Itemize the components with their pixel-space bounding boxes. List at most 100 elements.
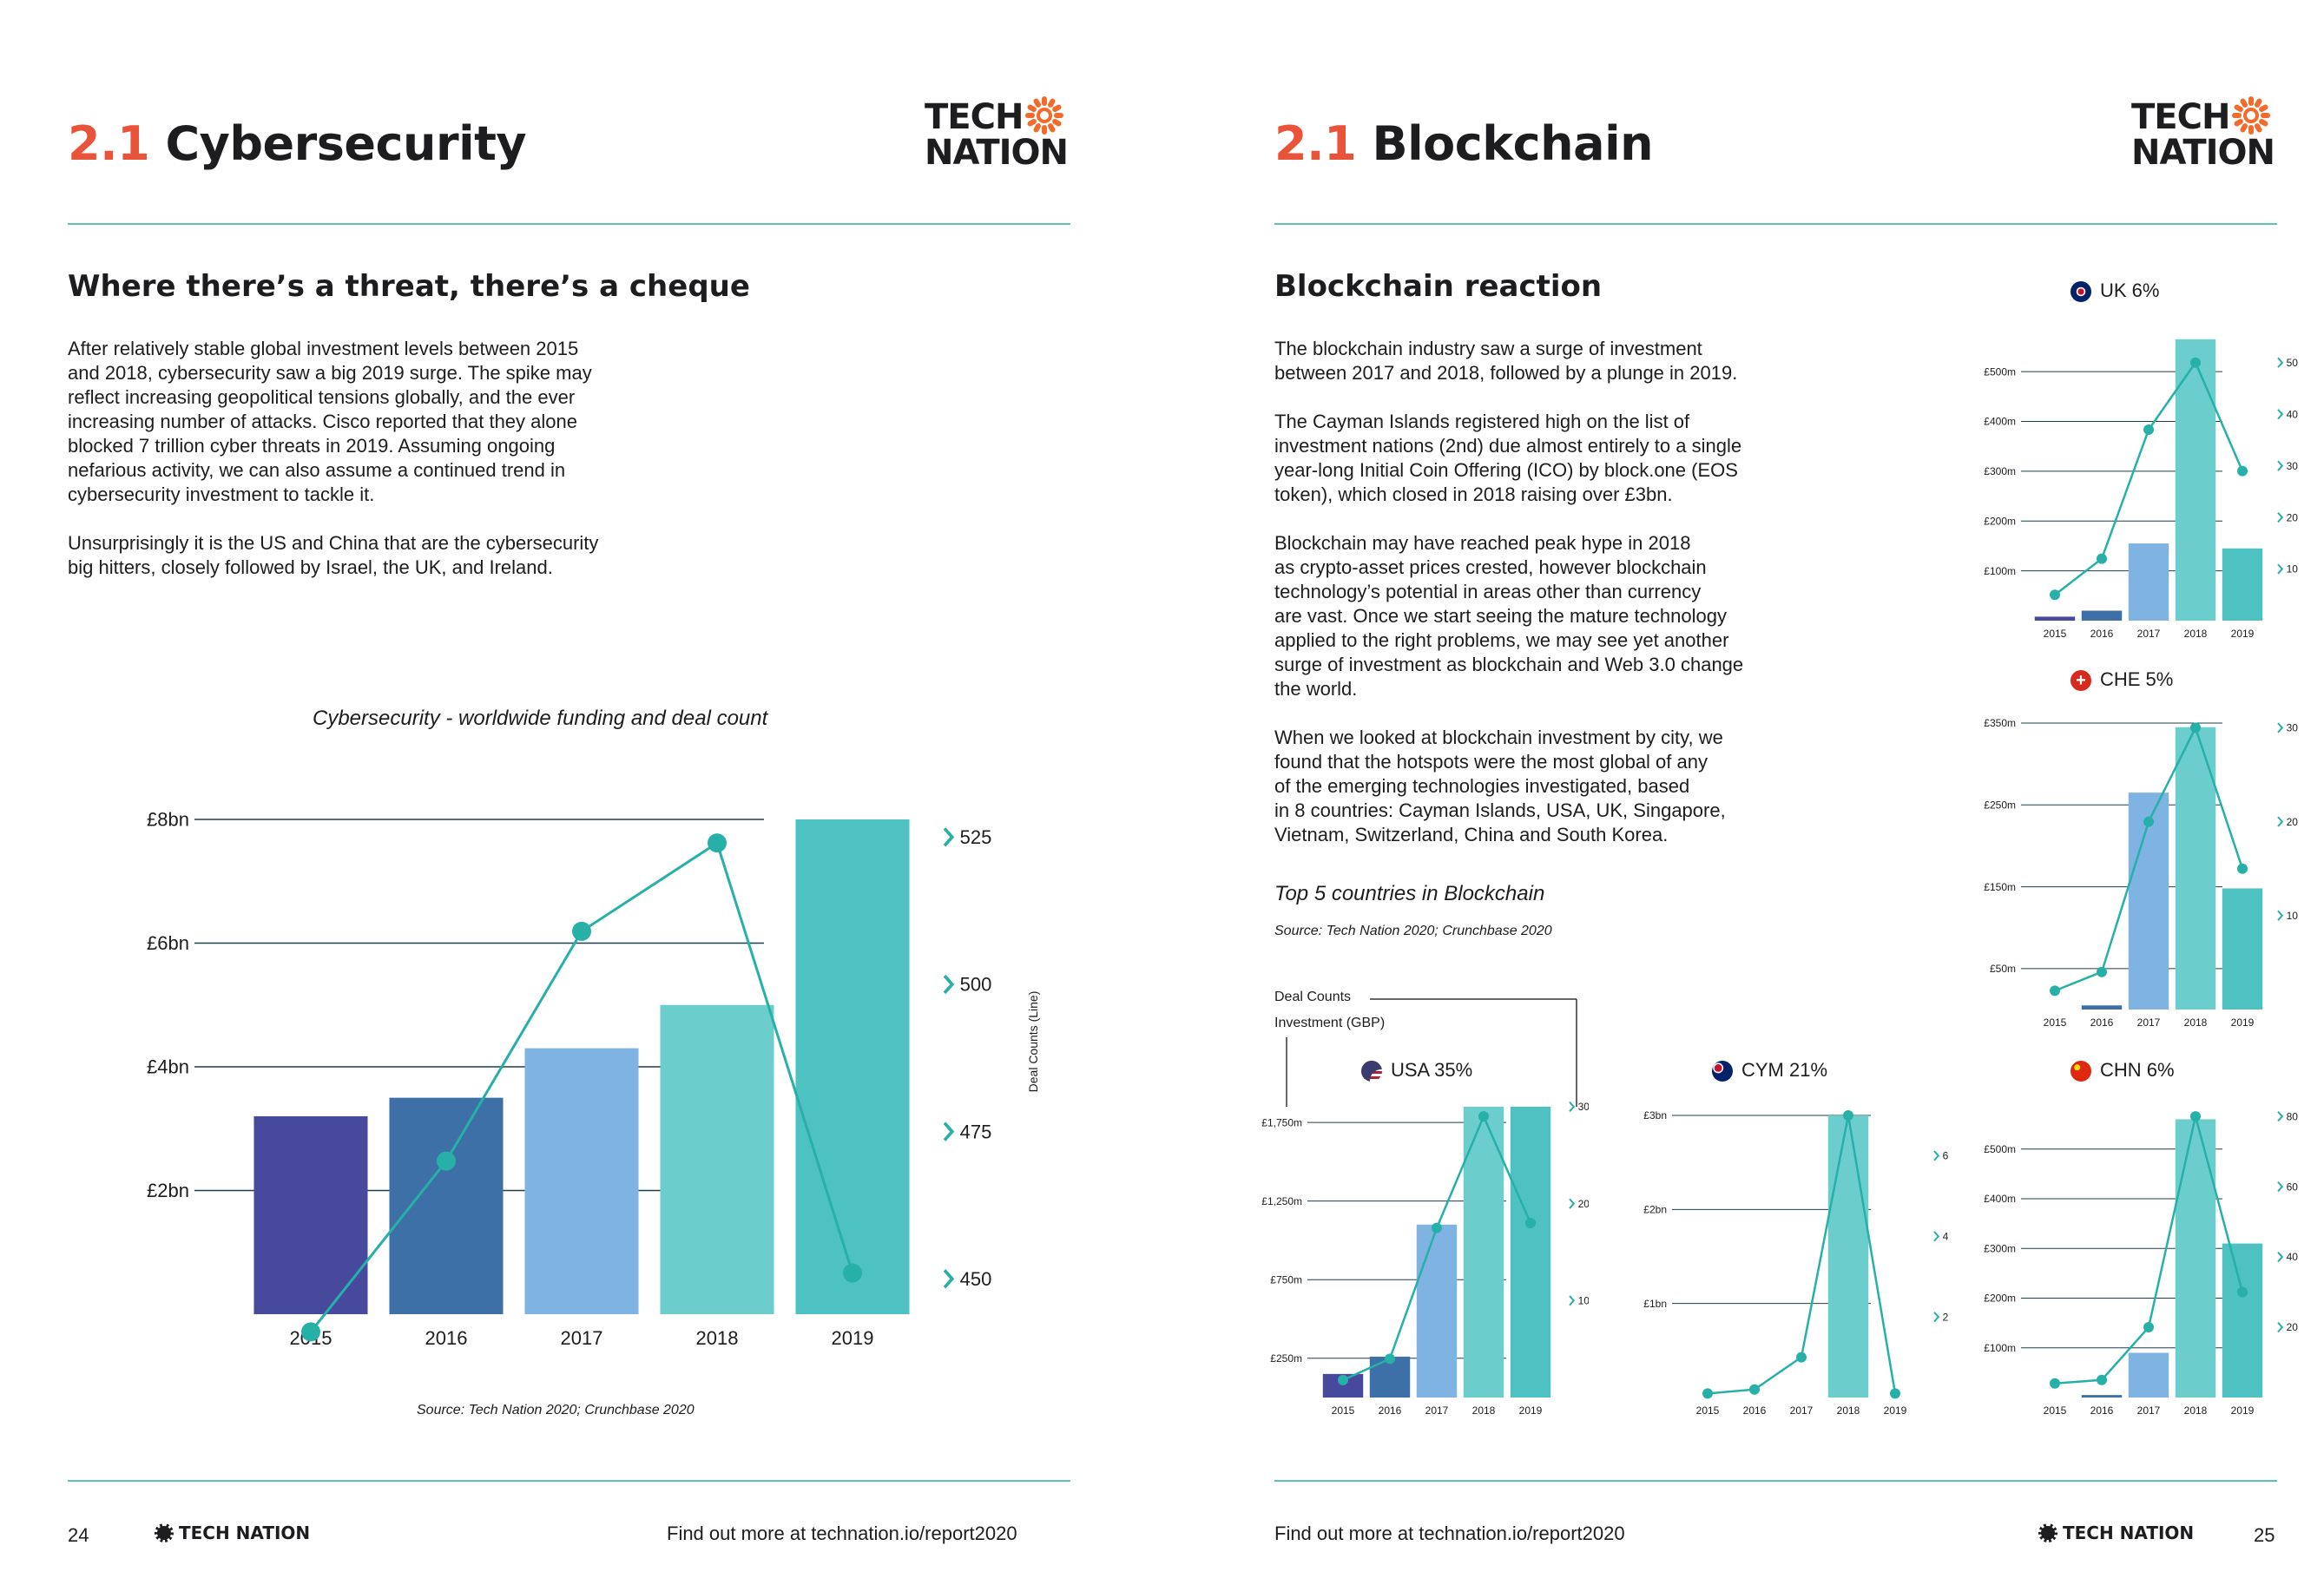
y-tick-label: £200m — [1984, 1292, 2016, 1305]
y-tick-label: £300m — [1984, 1242, 2016, 1254]
y-tick-label: £300m — [1984, 465, 2016, 477]
x-tick-label: 2015 — [2044, 1404, 2067, 1417]
deal-count-point-2016 — [437, 1151, 456, 1171]
y-tick-label: £500m — [1984, 1143, 2016, 1155]
logo-line1: TECH — [2131, 97, 2230, 137]
deal-count-point-2018 — [2190, 1111, 2201, 1122]
y2-tick-label: 10 — [2287, 563, 2299, 576]
y2-tick-label: 60 — [2287, 1181, 2299, 1193]
y-tick-label: £1,250m — [1261, 1195, 1302, 1207]
y2-tick-label: 50 — [2287, 357, 2299, 369]
chn-label: CHN 6% — [2071, 1059, 2175, 1082]
cyber-chart-source: Source: Tech Nation 2020; Crunchbase 202… — [417, 1403, 695, 1417]
para1: After relatively stable global investmen… — [68, 338, 592, 505]
bar-2017 — [1416, 1224, 1458, 1398]
y2-tick-label: 30 — [2287, 722, 2299, 734]
y2-tick-label: 2 — [1943, 1311, 1949, 1323]
deal-count-point-2017 — [572, 921, 591, 941]
x-tick-label: 2018 — [2184, 628, 2208, 640]
x-tick-label: 2016 — [2090, 628, 2114, 640]
y-tick-label: £200m — [1984, 515, 2016, 527]
bar-2015 — [2034, 616, 2076, 621]
y2-tick-label: 4 — [1943, 1230, 1949, 1242]
para2: Unsurprisingly it is the US and China th… — [68, 532, 599, 578]
y-tick-label: £350m — [1984, 717, 2016, 729]
x-tick-label: 2017 — [2137, 1404, 2161, 1417]
x-tick-label: 2019 — [1884, 1404, 1907, 1417]
para1: The blockchain industry saw a surge of i… — [1274, 338, 1738, 384]
x-tick-label: 2015 — [2044, 1016, 2067, 1029]
chevron-icon — [1569, 1101, 1576, 1113]
deal-count-point-2019 — [2237, 465, 2248, 477]
bar-2018 — [2175, 1119, 2216, 1398]
cym-label: CYM 21% — [1712, 1059, 1827, 1082]
y2-axis-title: Deal Counts (Line) — [1026, 991, 1040, 1093]
chevron-icon — [1569, 1295, 1576, 1306]
page-number-right: 25 — [2254, 1524, 2275, 1546]
legend-connector-lines — [1286, 998, 1577, 1107]
chevron-icon — [2277, 1321, 2284, 1333]
footer-link-left[interactable]: Find out more at technation.io/report202… — [667, 1523, 1017, 1544]
deal-count-point-2019 — [1890, 1388, 1900, 1399]
x-tick-label: 2016 — [1379, 1404, 1402, 1417]
para4: When we looked at blockchain investment … — [1274, 727, 1726, 845]
deal-count-point-2018 — [2190, 722, 2201, 733]
deal-count-point-2016 — [2097, 553, 2107, 564]
deal-count-point-2015 — [2050, 589, 2060, 601]
bar-2018 — [2175, 727, 2216, 1010]
sun-icon — [1025, 96, 1064, 135]
bar-2016 — [2081, 610, 2123, 621]
chevron-icon — [1569, 1198, 1576, 1209]
bar-2019 — [795, 819, 910, 1314]
x-tick-label: 2019 — [1519, 1404, 1543, 1417]
bar-2019 — [1510, 1107, 1551, 1398]
para3: Blockchain may have reached peak hype in… — [1274, 532, 1744, 700]
deal-count-point-2019 — [1525, 1218, 1536, 1228]
deal-count-point-2016 — [1749, 1384, 1760, 1395]
x-tick-label: 2018 — [2184, 1016, 2208, 1029]
deal-count-point-2015 — [2050, 1378, 2060, 1389]
y-tick-label: £400m — [1984, 416, 2016, 428]
bar-2015 — [253, 1116, 368, 1314]
deal-count-point-2019 — [843, 1263, 862, 1283]
y2-tick-label: 40 — [2287, 1251, 2299, 1263]
uk-flag-icon — [2071, 281, 2091, 303]
chevron-icon — [943, 1269, 955, 1289]
y-tick-label: £150m — [1984, 881, 2016, 893]
bar-2016 — [2081, 1395, 2123, 1398]
deal-count-point-2018 — [708, 833, 727, 853]
y-tick-label: £750m — [1270, 1273, 1302, 1286]
uk-label: UK 6% — [2071, 280, 2159, 303]
y-tick-label: £2bn — [147, 1180, 189, 1201]
x-tick-label: 2018 — [1837, 1404, 1860, 1417]
y-tick-label: £3bn — [1643, 1109, 1667, 1121]
x-tick-label: 2017 — [2137, 1016, 2161, 1029]
y-tick-label: £1bn — [1643, 1298, 1667, 1310]
chevron-icon — [943, 974, 955, 995]
deal-count-point-2016 — [2097, 1374, 2107, 1385]
right-heading: Blockchain reaction — [1274, 269, 1603, 304]
che-flag-icon: + — [2071, 670, 2091, 692]
right-page-title: 2.1 Blockchain — [1274, 116, 1654, 171]
para2: The Cayman Islands registered high on th… — [1274, 411, 1742, 505]
logo-line2: NATION — [2131, 133, 2275, 173]
x-tick-label: 2019 — [2231, 1404, 2255, 1417]
usa-chart: £250m £750m £1,250m £1,750m 2015 2016 2017 2018… — [1261, 1101, 1589, 1417]
y2-tick-label: 20 — [2287, 816, 2299, 828]
deal-count-point-2017 — [2143, 424, 2154, 436]
y2-tick-label: 40 — [2287, 408, 2299, 420]
footer-link-right[interactable]: Find out more at technation.io/report202… — [1274, 1523, 1625, 1544]
footer-brand-right: TECH NATION — [2038, 1523, 2194, 1543]
deal-count-point-2017 — [1432, 1222, 1442, 1233]
deal-count-point-2016 — [2097, 966, 2107, 977]
chevron-icon — [2277, 1111, 2284, 1122]
che-chart: £50m £150m £250m £350m 2015 2016 2017 2018 2019 1… — [1984, 717, 2299, 1029]
y-tick-label: £500m — [1984, 365, 2016, 378]
bar-2017 — [2128, 1352, 2169, 1398]
deal-count-point-2015 — [1338, 1374, 1348, 1385]
y-tick-label: £8bn — [147, 809, 189, 831]
chevron-icon — [1933, 1231, 1940, 1242]
deal-count-point-2019 — [2237, 1286, 2248, 1298]
y2-tick-label: 10 — [2287, 910, 2299, 922]
